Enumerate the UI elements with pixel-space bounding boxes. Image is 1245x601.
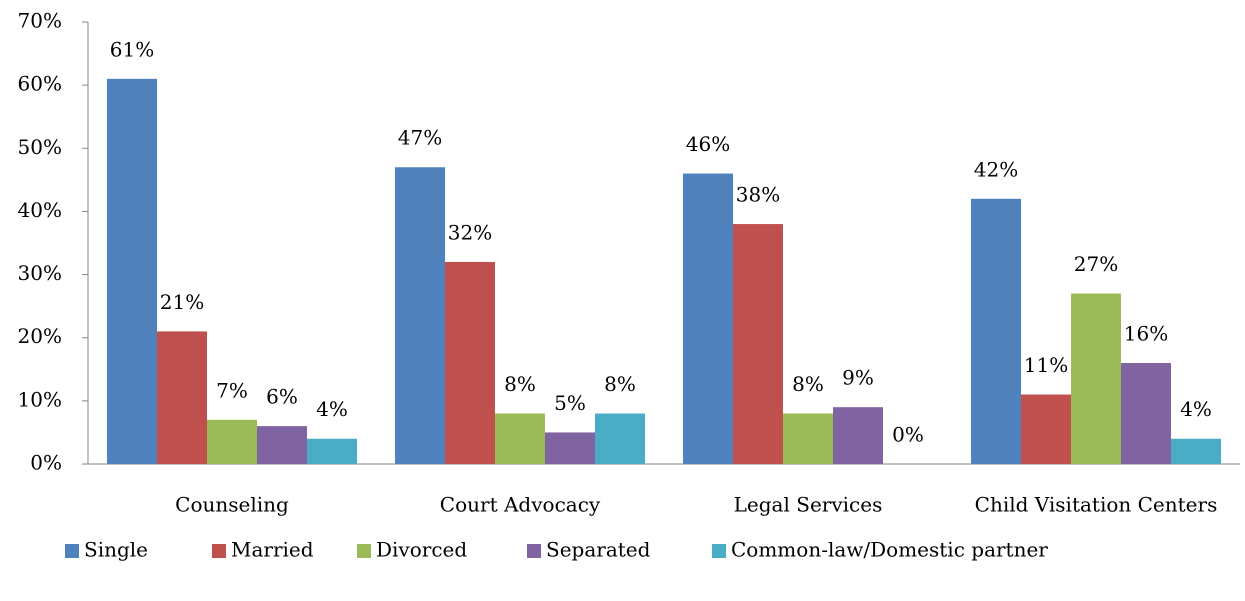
bar: [833, 407, 883, 464]
bar: [683, 173, 733, 465]
data-label: 16%: [1124, 321, 1168, 345]
bar: [107, 78, 157, 464]
data-label: 8%: [792, 372, 824, 396]
legend-label: Single: [84, 538, 148, 562]
data-label: 5%: [554, 391, 586, 415]
bar: [445, 261, 495, 464]
legend-label: Separated: [546, 538, 651, 562]
data-label: 4%: [316, 397, 348, 421]
y-tick-label: 40%: [18, 198, 62, 222]
bar: [495, 413, 545, 464]
data-label: 0%: [892, 423, 924, 447]
data-label: 9%: [842, 366, 874, 390]
legend-label: Married: [231, 538, 314, 562]
bar: [733, 224, 783, 464]
data-label: 32%: [448, 220, 492, 244]
data-label: 8%: [504, 372, 536, 396]
legend-swatch: [527, 544, 541, 558]
bar: [971, 198, 1021, 465]
bar: [545, 432, 595, 464]
bar: [395, 167, 445, 464]
y-tick-label: 20%: [18, 324, 62, 348]
data-label: 27%: [1074, 252, 1118, 276]
bar: [257, 426, 307, 464]
bar: [1121, 362, 1171, 464]
legend-swatch: [712, 544, 726, 558]
y-tick-label: 60%: [18, 72, 62, 96]
data-label: 7%: [216, 378, 248, 402]
y-tick-label: 70%: [18, 9, 62, 33]
data-label: 46%: [686, 132, 730, 156]
bar: [307, 438, 357, 464]
y-tick-label: 10%: [18, 387, 62, 411]
x-tick-label: Child Visitation Centers: [975, 493, 1218, 517]
y-tick-label: 50%: [18, 135, 62, 159]
data-label: 42%: [974, 157, 1018, 181]
legend-label: Common-law/Domestic partner: [731, 538, 1048, 562]
data-label: 21%: [160, 290, 204, 314]
data-label: 8%: [604, 372, 636, 396]
bar: [1171, 438, 1221, 464]
data-label: 61%: [110, 37, 154, 61]
bar: [1021, 394, 1071, 464]
data-label: 6%: [266, 385, 298, 409]
y-tick-label: 30%: [18, 261, 62, 285]
x-tick-label: Court Advocacy: [440, 493, 601, 517]
legend-swatch: [212, 544, 226, 558]
bar: [1071, 293, 1121, 464]
data-label: 11%: [1024, 353, 1068, 377]
legend-swatch: [357, 544, 371, 558]
x-tick-label: Legal Services: [734, 493, 883, 517]
x-tick-label: Counseling: [175, 493, 289, 517]
bar: [157, 331, 207, 464]
legend-swatch: [65, 544, 79, 558]
data-label: 4%: [1180, 397, 1212, 421]
data-label: 47%: [398, 126, 442, 150]
bar: [783, 413, 833, 464]
bar: [207, 419, 257, 464]
y-tick-label: 0%: [30, 451, 62, 475]
legend-label: Divorced: [376, 538, 467, 562]
data-label: 38%: [736, 183, 780, 207]
bar: [595, 413, 645, 464]
